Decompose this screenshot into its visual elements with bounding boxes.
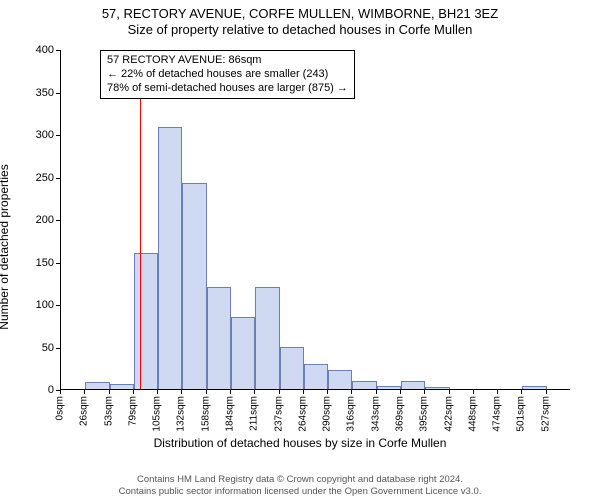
plot-area [60, 50, 570, 390]
x-tick-mark [206, 390, 207, 394]
x-tick-label: 264sqm [297, 396, 308, 432]
footer-line2: Contains public sector information licen… [0, 486, 600, 498]
y-tick-label: 100 [14, 299, 54, 311]
y-tick-label: 150 [14, 257, 54, 269]
annotation-line2: ← 22% of detached houses are smaller (24… [107, 68, 348, 82]
x-tick-label: 132sqm [176, 396, 187, 432]
y-tick-mark [56, 305, 60, 306]
histogram-bar [401, 381, 425, 390]
y-tick-mark [56, 50, 60, 51]
x-tick-label: 448sqm [467, 396, 478, 432]
x-tick-label: 501sqm [516, 396, 527, 432]
histogram-bar [522, 386, 546, 389]
histogram-bar [134, 253, 158, 389]
x-tick-mark [521, 390, 522, 394]
x-tick-label: 26sqm [79, 396, 90, 426]
histogram-bar [425, 387, 449, 389]
x-tick-mark [60, 390, 61, 394]
y-tick-mark [56, 93, 60, 94]
x-tick-label: 53sqm [103, 396, 114, 426]
footer-line1: Contains HM Land Registry data © Crown c… [0, 474, 600, 486]
y-tick-label: 300 [14, 129, 54, 141]
x-tick-mark [473, 390, 474, 394]
footer-attribution: Contains HM Land Registry data © Crown c… [0, 474, 600, 498]
annotation-box: 57 RECTORY AVENUE: 86sqm ← 22% of detach… [100, 50, 355, 99]
chart-container: Number of detached properties 0501001502… [0, 42, 600, 452]
histogram-bar [85, 382, 109, 389]
y-tick-label: 0 [14, 384, 54, 396]
x-tick-label: 237sqm [273, 396, 284, 432]
chart-title-line1: 57, RECTORY AVENUE, CORFE MULLEN, WIMBOR… [0, 6, 600, 22]
histogram-bar [328, 370, 352, 389]
chart-title-line2: Size of property relative to detached ho… [0, 22, 600, 38]
annotation-line1: 57 RECTORY AVENUE: 86sqm [107, 54, 348, 68]
x-tick-mark [279, 390, 280, 394]
histogram-bar [231, 317, 255, 389]
x-tick-label: 527sqm [540, 396, 551, 432]
x-tick-mark [254, 390, 255, 394]
x-tick-mark [303, 390, 304, 394]
x-tick-mark [449, 390, 450, 394]
x-tick-mark [546, 390, 547, 394]
x-tick-mark [157, 390, 158, 394]
x-tick-label: 79sqm [127, 396, 138, 426]
histogram-bar [304, 364, 328, 390]
x-tick-mark [351, 390, 352, 394]
histogram-bar [377, 386, 401, 389]
histogram-bar [110, 384, 134, 389]
x-tick-mark [109, 390, 110, 394]
y-tick-mark [56, 263, 60, 264]
chart-title-block: 57, RECTORY AVENUE, CORFE MULLEN, WIMBOR… [0, 0, 600, 39]
x-tick-label: 105sqm [152, 396, 163, 432]
x-tick-label: 0sqm [55, 396, 66, 420]
x-tick-label: 474sqm [492, 396, 503, 432]
x-tick-label: 290sqm [322, 396, 333, 432]
x-tick-mark [424, 390, 425, 394]
x-axis-label: Distribution of detached houses by size … [0, 436, 600, 450]
x-tick-mark [84, 390, 85, 394]
y-tick-label: 50 [14, 342, 54, 354]
x-tick-mark [400, 390, 401, 394]
y-tick-mark [56, 348, 60, 349]
y-tick-mark [56, 220, 60, 221]
histogram-bar [207, 287, 231, 389]
histogram-bar [255, 287, 279, 389]
x-tick-label: 211sqm [249, 396, 260, 431]
x-tick-mark [181, 390, 182, 394]
histogram-bars [61, 50, 570, 389]
y-tick-mark [56, 178, 60, 179]
y-tick-label: 350 [14, 87, 54, 99]
y-tick-label: 200 [14, 214, 54, 226]
histogram-bar [182, 183, 206, 389]
histogram-bar [352, 381, 376, 390]
histogram-bar [158, 127, 182, 389]
x-tick-mark [327, 390, 328, 394]
annotation-line3: 78% of semi-detached houses are larger (… [107, 82, 348, 96]
x-tick-label: 316sqm [346, 396, 357, 432]
y-tick-label: 250 [14, 172, 54, 184]
x-tick-mark [497, 390, 498, 394]
histogram-bar [280, 347, 304, 390]
x-tick-label: 422sqm [443, 396, 454, 432]
x-tick-mark [133, 390, 134, 394]
property-marker-line [140, 50, 141, 389]
y-tick-label: 400 [14, 44, 54, 56]
y-tick-mark [56, 135, 60, 136]
x-tick-label: 158sqm [200, 396, 211, 432]
x-tick-mark [230, 390, 231, 394]
x-tick-mark [376, 390, 377, 394]
x-tick-label: 369sqm [395, 396, 406, 432]
x-tick-label: 343sqm [370, 396, 381, 432]
x-tick-label: 395sqm [419, 396, 430, 432]
x-tick-label: 184sqm [225, 396, 236, 432]
